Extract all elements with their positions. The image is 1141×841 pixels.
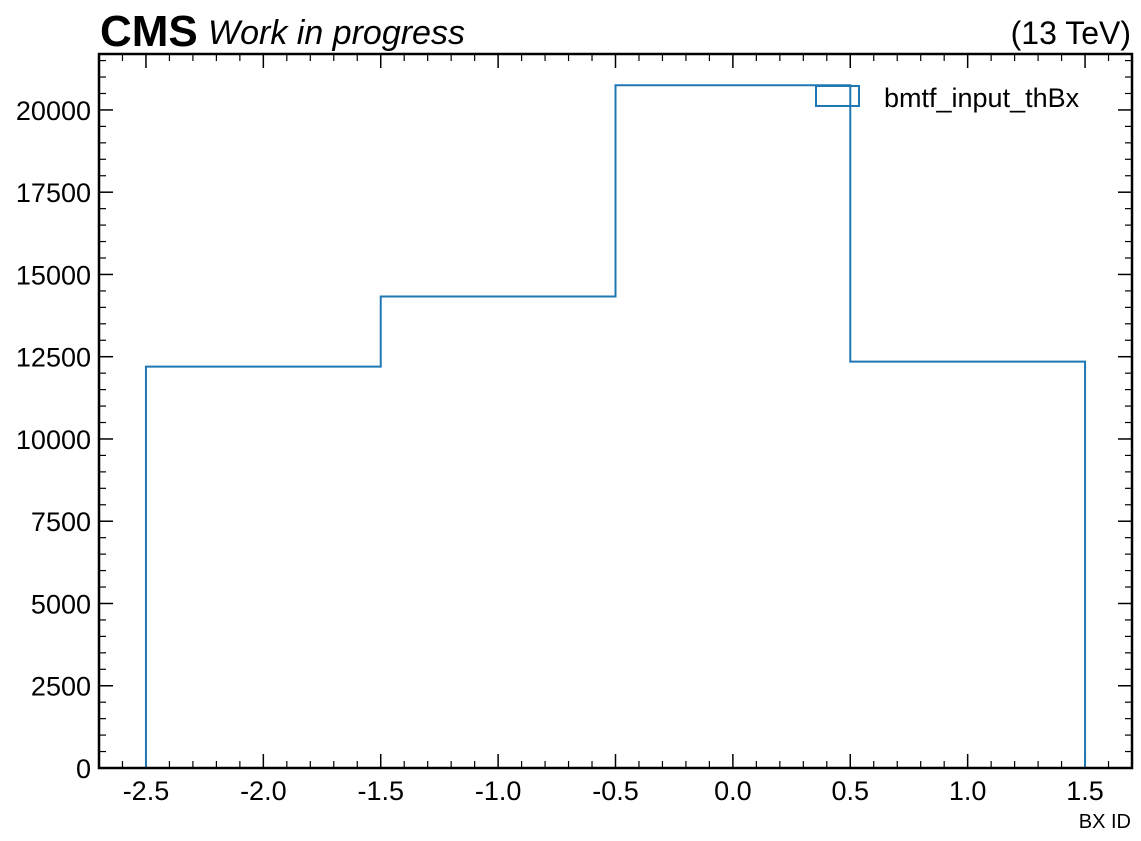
- x-tick-label: -2.0: [240, 776, 287, 806]
- x-tick-label: 1.5: [1066, 776, 1104, 806]
- y-tick-label: 20000: [16, 96, 91, 126]
- y-tick-label: 15000: [16, 260, 91, 290]
- x-tick-label: -2.5: [123, 776, 170, 806]
- axis-ticks: -2.5 -2.0 -1.5 -1.0 -0.5 0.0 0.5 1.0 1.5 0 2500 500…: [16, 54, 1133, 806]
- histogram-bin: [616, 85, 851, 768]
- histogram-bin: [850, 362, 1085, 768]
- legend: bmtf_input_thBx: [815, 83, 1080, 113]
- x-tick-label: -1.5: [357, 776, 404, 806]
- x-axis-label: BX ID: [1079, 811, 1131, 833]
- status-label: Work in progress: [208, 14, 465, 52]
- histogram-series: [144, 84, 1087, 768]
- y-tick-label: 10000: [16, 425, 91, 455]
- legend-swatch: [815, 85, 860, 107]
- y-tick-label: 2500: [31, 672, 91, 702]
- x-tick-label: 1.0: [949, 776, 987, 806]
- y-tick-label: 12500: [16, 343, 91, 373]
- x-tick-label: -0.5: [592, 776, 639, 806]
- histogram-step-line: [144, 84, 1087, 768]
- experiment-label: CMS: [100, 7, 198, 56]
- plot-frame: [97, 52, 1134, 770]
- y-tick-label: 5000: [31, 589, 91, 619]
- legend-entry: bmtf_input_thBx: [884, 83, 1080, 113]
- x-tick-label: 0.0: [714, 776, 752, 806]
- x-tick-label: -1.0: [475, 776, 522, 806]
- y-tick-label: 0: [76, 754, 91, 784]
- histogram-bin: [146, 367, 381, 768]
- y-tick-label: 7500: [31, 507, 91, 537]
- histogram-bin: [381, 296, 616, 768]
- energy-label: (13 TeV): [1011, 15, 1131, 51]
- y-tick-label: 17500: [16, 178, 91, 208]
- x-tick-label: 0.5: [831, 776, 869, 806]
